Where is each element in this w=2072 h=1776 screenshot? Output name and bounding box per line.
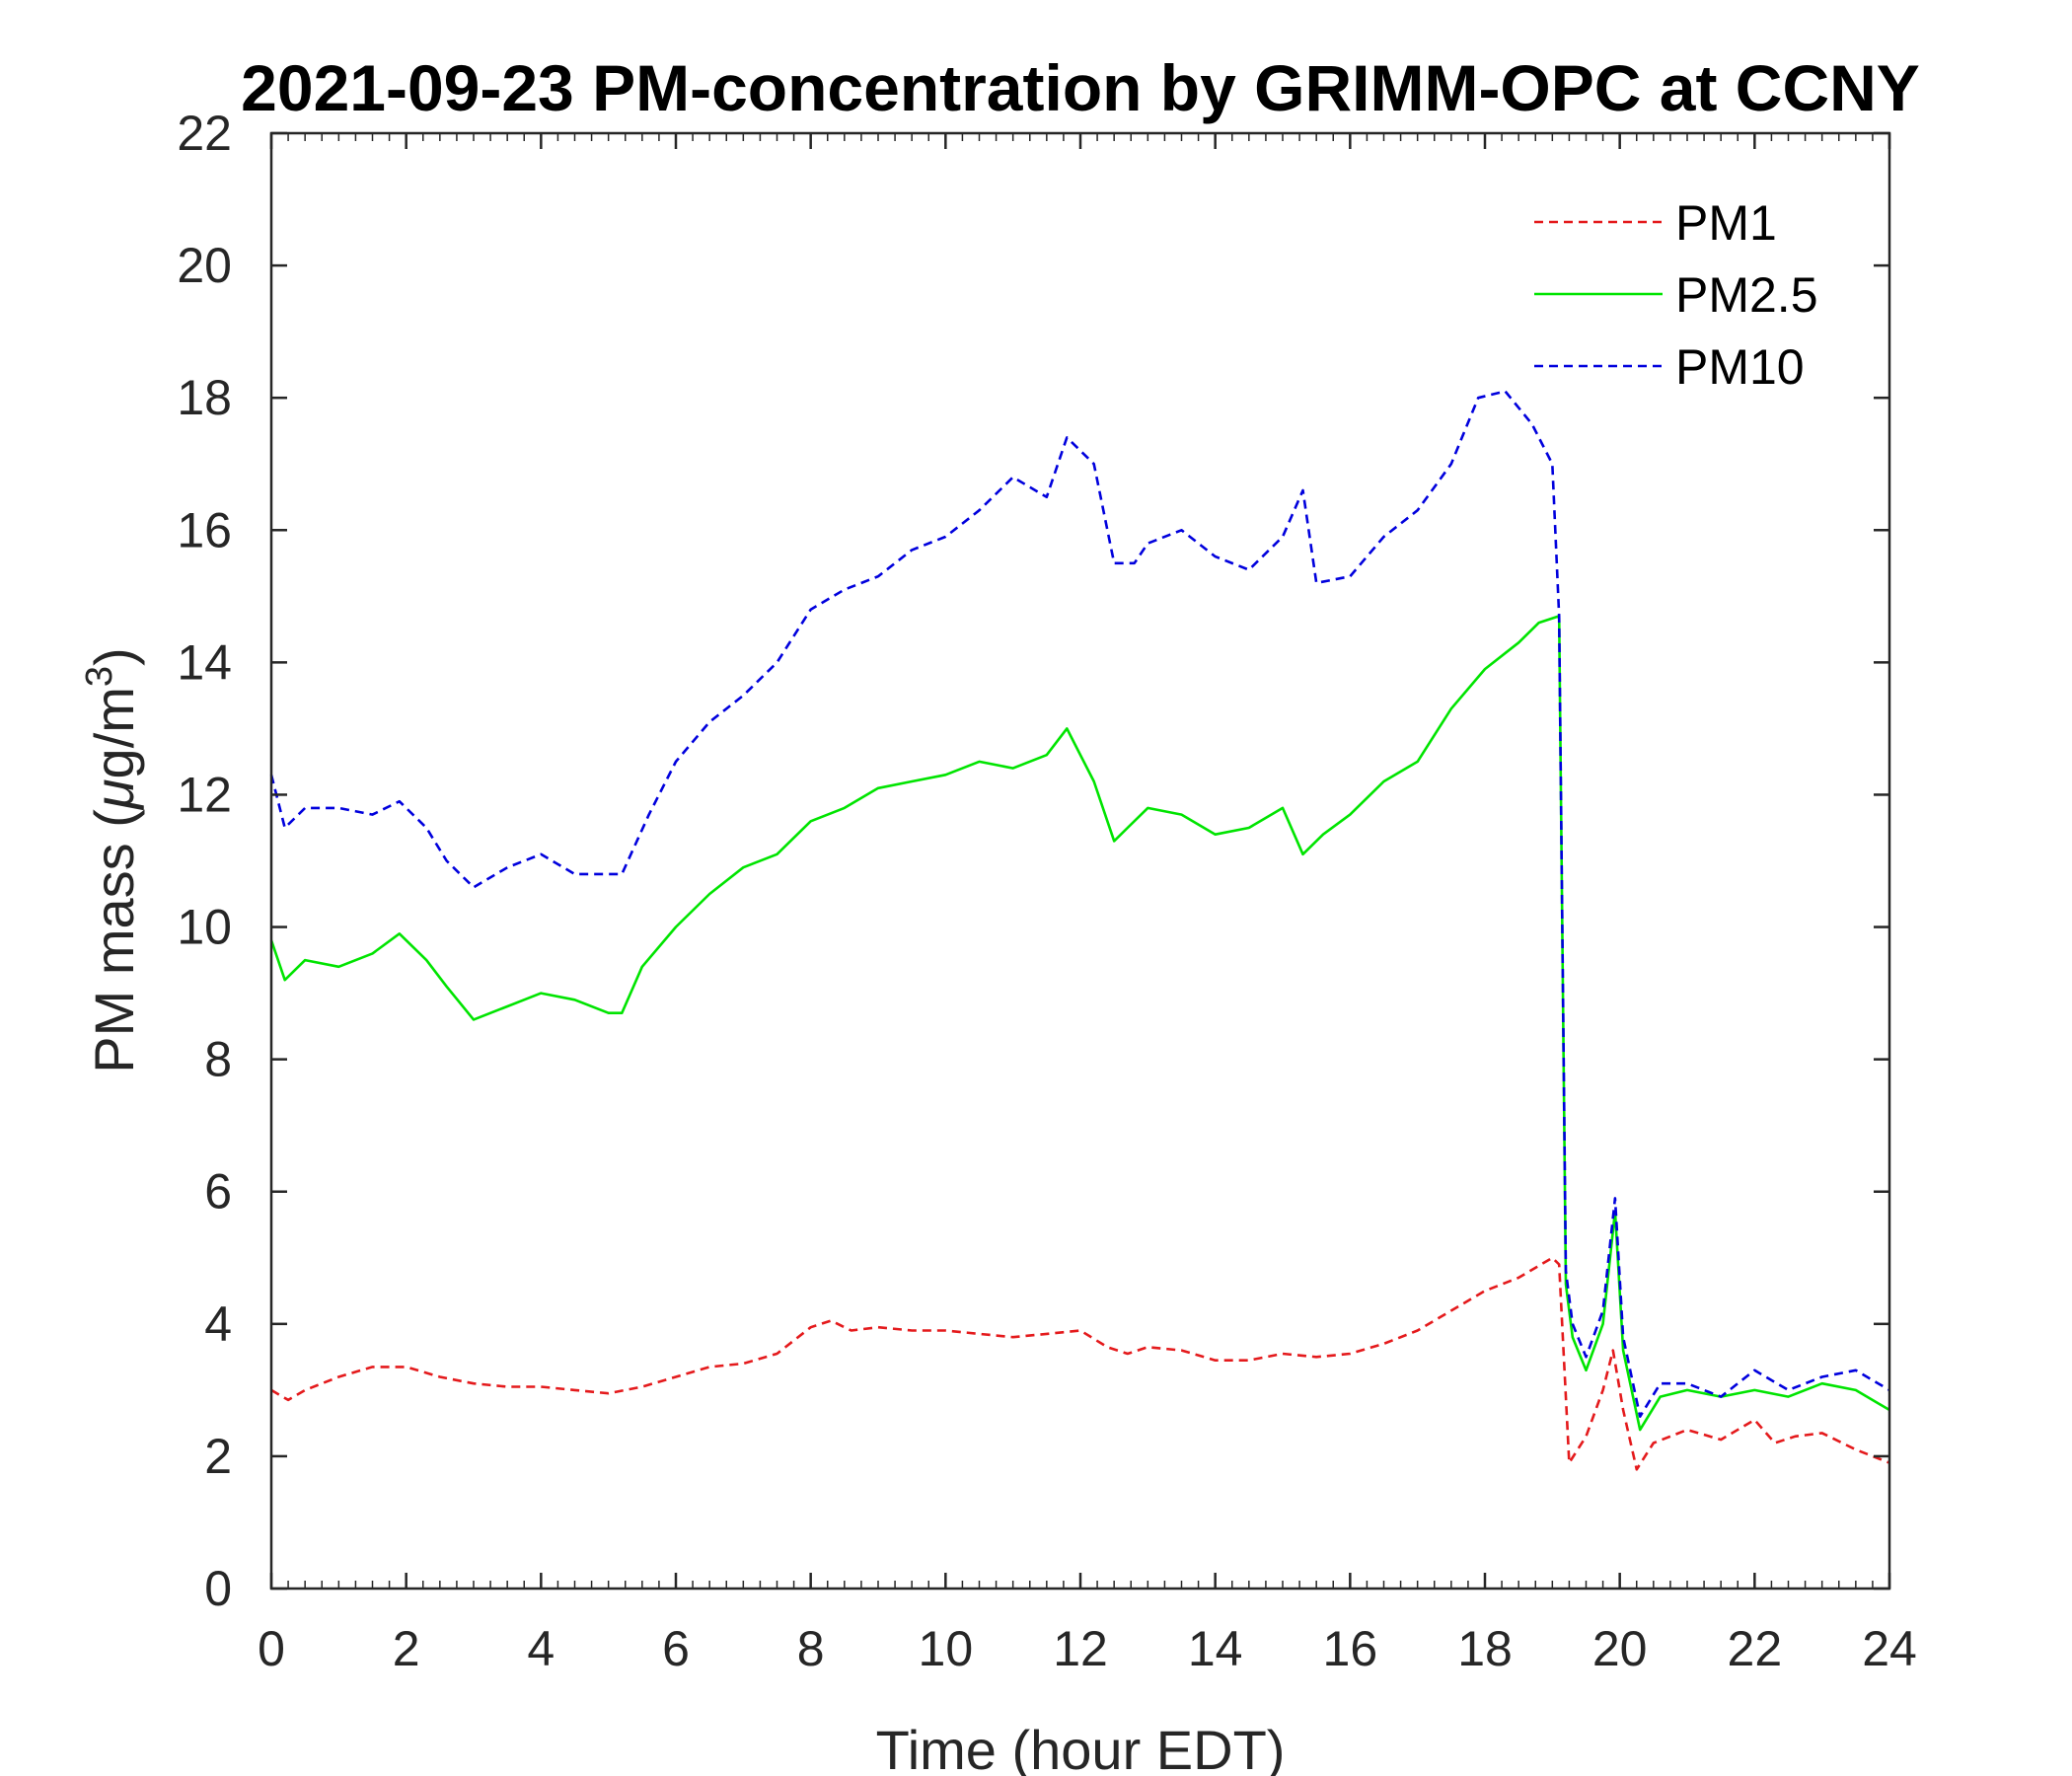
x-tick-label: 12 (1053, 1621, 1108, 1676)
y-tick-label: 8 (204, 1032, 232, 1087)
y-axis-label-unit: g/m (83, 687, 145, 778)
x-tick-label: 4 (527, 1621, 555, 1676)
x-axis-label: Time (hour EDT) (876, 1719, 1286, 1776)
legend-label-pm1: PM1 (1675, 195, 1777, 251)
y-tick-label: 6 (204, 1164, 232, 1220)
legend: PM1 PM2.5 PM10 (1534, 195, 1818, 395)
x-tick-label: 22 (1728, 1621, 1783, 1676)
series-line-pm10 (269, 390, 1890, 1418)
y-tick-label: 2 (204, 1429, 232, 1484)
x-tick-label: 18 (1457, 1621, 1513, 1676)
y-axis-label-mu: μ (83, 778, 145, 811)
plot-area (271, 133, 1889, 1589)
y-tick-label: 4 (204, 1296, 232, 1352)
y-axis-label-superscript: 3 (79, 666, 120, 687)
legend-label-pm10: PM10 (1675, 339, 1805, 395)
x-tick-label: 8 (797, 1621, 825, 1676)
x-tick-label: 2 (393, 1621, 420, 1676)
y-tick-label: 12 (177, 767, 232, 822)
y-tick-label: 22 (177, 106, 232, 161)
series-layer (269, 390, 1890, 1471)
y-tick-label: 18 (177, 370, 232, 425)
y-axis-label: PM mass (μg/m3) (79, 647, 145, 1073)
x-tick-label: 20 (1592, 1621, 1648, 1676)
y-tick-label: 10 (177, 900, 232, 955)
y-tick-label: 14 (177, 634, 232, 690)
y-axis-label-suffix: ) (83, 647, 145, 666)
x-tick-label: 24 (1862, 1621, 1917, 1676)
x-tick-label: 6 (662, 1621, 690, 1676)
x-tick-label: 16 (1323, 1621, 1378, 1676)
chart-title: 2021-09-23 PM-concentration by GRIMM-OPC… (241, 51, 1920, 124)
x-tick-label: 14 (1188, 1621, 1243, 1676)
x-tick-label: 10 (919, 1621, 974, 1676)
y-tick-label: 0 (204, 1561, 232, 1616)
y-tick-label: 16 (177, 502, 232, 557)
legend-label-pm2-5: PM2.5 (1675, 267, 1818, 323)
y-axis-label-prefix: PM mass ( (83, 809, 145, 1073)
ticks-layer (269, 131, 1891, 1591)
x-tick-label: 0 (258, 1621, 285, 1676)
series-line-pm1 (270, 1256, 1890, 1471)
y-tick-label: 20 (177, 238, 232, 293)
